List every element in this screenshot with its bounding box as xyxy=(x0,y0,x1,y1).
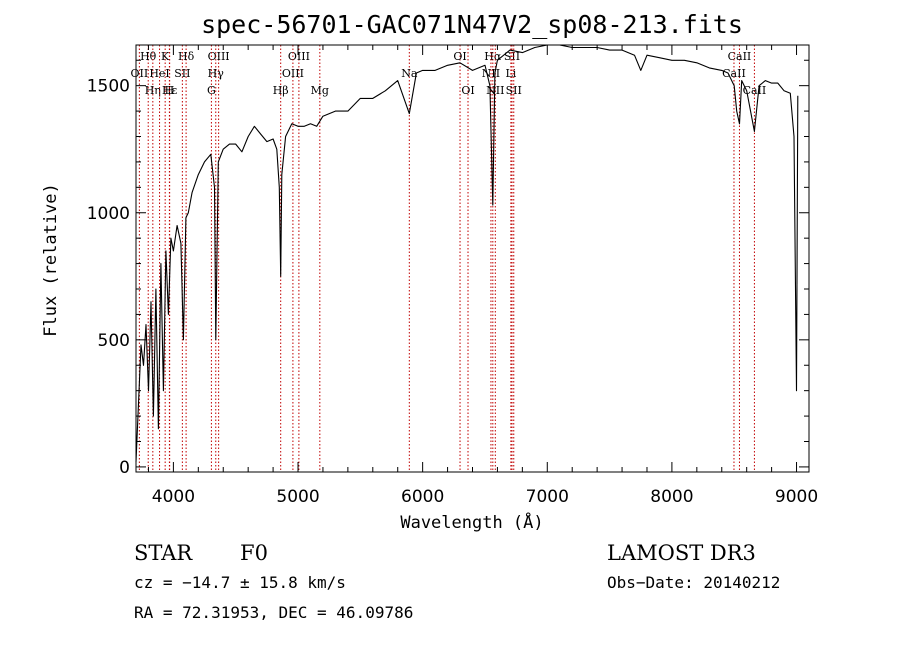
spectral-line-label: CaII xyxy=(722,67,746,80)
spectral-line-label: OI xyxy=(453,50,466,63)
spectral-line-label: OI xyxy=(461,84,474,97)
spectral-line-label: SII xyxy=(504,50,520,63)
spectral-line-label: Mg xyxy=(311,84,329,97)
spectral-line-label: Hη xyxy=(145,84,161,97)
spectral-line-label: CaII xyxy=(743,84,767,97)
spectral-line-label: SII xyxy=(174,67,190,80)
spectral-line-label: NII xyxy=(482,67,500,80)
y-tick-label: 1000 xyxy=(87,204,130,224)
y-tick-label: 1500 xyxy=(87,77,130,97)
x-tick-label: 6000 xyxy=(401,487,444,507)
spectrum-series-line xyxy=(135,44,799,462)
spectral-line-label: SII xyxy=(506,84,522,97)
spectral-line-label: Hγ xyxy=(208,67,225,80)
spectral-line-label: OIII xyxy=(282,67,304,80)
x-tick-label: 9000 xyxy=(775,487,818,507)
spectral-line-label: Hθ xyxy=(140,50,157,63)
redshift-readout: cz = −14.7 ± 15.8 km/s xyxy=(134,573,346,592)
y-axis-label: Flux (relative) xyxy=(41,183,61,337)
spectral-line-label: CaII xyxy=(728,50,752,63)
spectral-line-label: Hα xyxy=(484,50,502,63)
observation-date: Obs−Date: 20140212 xyxy=(607,573,780,592)
x-axis-label: Wavelength (Å) xyxy=(400,511,543,533)
spectral-line-label: Na xyxy=(401,67,418,80)
x-tick-label: 8000 xyxy=(650,487,693,507)
spectral-line-label: HeI xyxy=(149,67,169,80)
x-tick-label: 4000 xyxy=(152,487,195,507)
spectral-line-label: Hβ xyxy=(273,84,289,97)
survey-label: LAMOST DR3 xyxy=(607,541,756,565)
spectral-line-label: K xyxy=(161,50,170,63)
object-class: STAR xyxy=(134,541,193,565)
spectral-line-label: NII xyxy=(486,84,504,97)
x-tick-label: 7000 xyxy=(526,487,569,507)
chart-title: spec-56701-GAC071N47V2_sp08-213.fits xyxy=(201,10,743,39)
spectral-subclass: F0 xyxy=(240,541,268,565)
coordinates-readout: RA = 72.31953, DEC = 46.09786 xyxy=(134,603,413,622)
spectral-line-label: Hδ xyxy=(178,50,195,63)
x-tick-label: 5000 xyxy=(276,487,319,507)
spectral-line-label: OIII xyxy=(288,50,310,63)
spectral-line-label: OIII xyxy=(208,50,230,63)
spectral-line-label: G xyxy=(207,84,216,97)
spectral-line-label: Li xyxy=(505,67,516,80)
y-tick-label: 0 xyxy=(119,458,130,478)
spectral-line-label: OII xyxy=(131,67,149,80)
y-tick-label: 500 xyxy=(98,331,130,351)
spectral-line-label: H xyxy=(165,84,175,97)
plot-frame xyxy=(135,44,810,473)
